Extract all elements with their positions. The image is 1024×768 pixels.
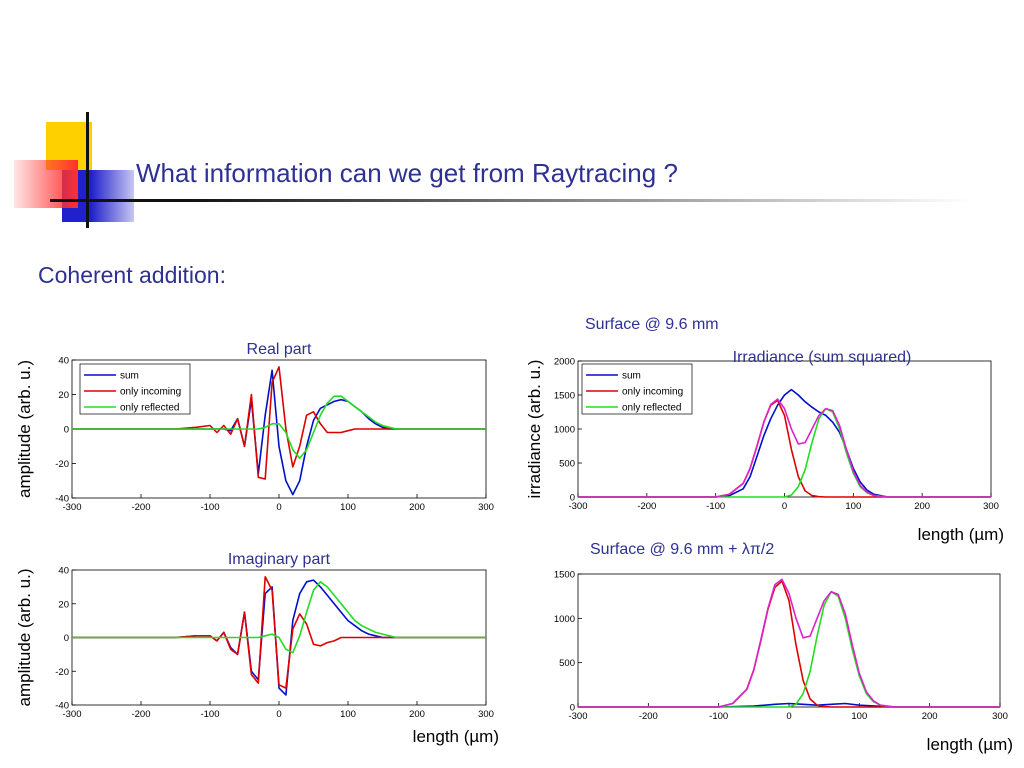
chart-title: Real part [247,341,312,358]
y-tick-label: 40 [58,356,69,367]
series-line-only-reflected [578,407,991,498]
series-line-unnamed-1 [578,580,1000,708]
legend-box [581,363,693,415]
x-axis-label: length (µm) [927,735,1013,754]
series-line-only-reflected [72,395,486,460]
y-tick-label: 2000 [554,357,575,368]
y-tick-label: 0 [64,425,69,436]
x-tick-label: -100 [709,711,728,722]
slide-logo [0,0,140,240]
x-tick-label: 100 [340,709,356,720]
x-tick-label: -100 [200,709,219,720]
y-tick-label: 1000 [554,425,575,436]
legend: sum only incoming only reflected [581,363,693,415]
x-axis-label: length (µm) [918,525,1004,544]
series-line-unnamed-3 [578,578,1000,708]
y-tick-label: -20 [55,459,69,470]
x-tick-label: 0 [276,709,281,720]
surface-label-2: Surface @ 9.6 mm + λπ/2 [590,541,775,558]
series-line-unnamed-3 [578,398,991,498]
legend-box [79,363,191,415]
title-divider [50,199,970,202]
x-tick-label: 200 [922,711,938,722]
legend-entry: sum [622,371,641,382]
x-tick-label: 0 [786,711,791,722]
x-tick-label: 100 [851,711,867,722]
x-tick-label: 300 [478,502,494,513]
x-tick-label: -200 [639,711,658,722]
y-axis-label: amplitude (arb. u.) [15,360,34,498]
x-axis-label: length (µm) [413,727,499,746]
y-tick-label: 1500 [554,391,575,402]
x-tick-label: 100 [340,502,356,513]
y-tick-label: 500 [559,459,575,470]
x-tick-label: 300 [992,711,1008,722]
logo-vertical-line [86,112,89,228]
x-tick-label: -300 [568,501,587,512]
chart-title: Imaginary part [228,551,331,568]
series-line-only-incoming [578,399,991,498]
y-tick-label: -20 [55,667,69,678]
slide-title: What information can we get from Raytrac… [136,158,678,188]
x-tick-label: -100 [706,501,725,512]
series-line-only-incoming [72,366,486,480]
x-tick-label: 200 [914,501,930,512]
y-tick-label: 0 [570,493,575,504]
y-axis-label: irradiance (arb. u.) [525,360,544,499]
y-tick-label: 20 [58,390,69,401]
series-line-sum [578,388,991,498]
x-tick-label: -200 [637,501,656,512]
y-tick-label: 1000 [554,614,575,625]
y-tick-label: 1500 [554,570,575,581]
y-tick-label: 0 [570,703,575,714]
x-tick-label: -200 [131,709,150,720]
x-tick-label: -200 [131,502,150,513]
series-line-only-reflected [72,580,486,654]
legend-entry: only incoming [622,387,683,398]
x-tick-label: 200 [409,502,425,513]
series-line-only-incoming [72,575,486,689]
x-tick-label: 0 [276,502,281,513]
x-tick-label: 100 [845,501,861,512]
y-tick-label: -40 [55,701,69,712]
legend-entry: only incoming [120,387,181,398]
y-tick-label: -40 [55,494,69,505]
x-tick-label: -300 [62,709,81,720]
surface-label-1: Surface @ 9.6 mm [585,316,719,333]
legend-entry: only reflected [120,403,179,414]
x-tick-label: 300 [983,501,999,512]
y-axis-label: amplitude (arb. u.) [15,569,34,707]
chart-irradiance-sum-squared: -300 -200 -100 0 100 200 300 0 500 1000 1500 2000 Ir… [525,349,1004,544]
chart-irradiance-phase-shifted: -300 -200 -100 0 100 200 300 0 500 1000 1500 length… [554,570,1013,755]
y-tick-label: 500 [559,658,575,669]
legend-entry: only reflected [622,403,681,414]
y-tick-label: 0 [64,633,69,644]
x-tick-label: 300 [478,709,494,720]
x-tick-label: -300 [568,711,587,722]
x-tick-label: -300 [62,502,81,513]
legend-entry: sum [120,371,139,382]
chart-title: Irradiance (sum squared) [733,349,912,366]
series-line-unnamed-2 [578,590,1000,708]
y-tick-label: 20 [58,599,69,610]
x-tick-label: 0 [782,501,787,512]
y-tick-label: 40 [58,566,69,577]
chart-imaginary-part: -300 -200 -100 0 100 200 300-40-2002040Imagina… [15,551,499,746]
subheading: Coherent addition: [38,262,226,288]
x-tick-label: 200 [409,709,425,720]
x-tick-label: -100 [200,502,219,513]
legend: sum only incoming only reflected [79,363,191,415]
